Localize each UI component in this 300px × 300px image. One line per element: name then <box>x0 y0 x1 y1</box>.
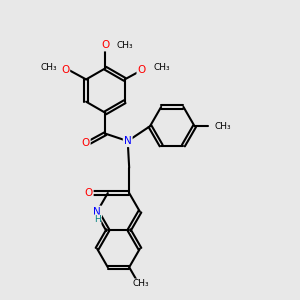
Text: O: O <box>84 188 93 198</box>
Text: N: N <box>124 136 132 146</box>
Text: CH₃: CH₃ <box>154 63 170 72</box>
Text: CH₃: CH₃ <box>214 122 231 131</box>
Text: O: O <box>81 138 90 148</box>
Text: N: N <box>93 207 101 217</box>
Text: O: O <box>137 65 146 76</box>
Text: O: O <box>101 40 110 50</box>
Text: CH₃: CH₃ <box>117 41 133 50</box>
Text: O: O <box>61 65 69 76</box>
Text: H: H <box>94 215 100 224</box>
Text: CH₃: CH₃ <box>132 280 149 289</box>
Text: CH₃: CH₃ <box>41 63 57 72</box>
